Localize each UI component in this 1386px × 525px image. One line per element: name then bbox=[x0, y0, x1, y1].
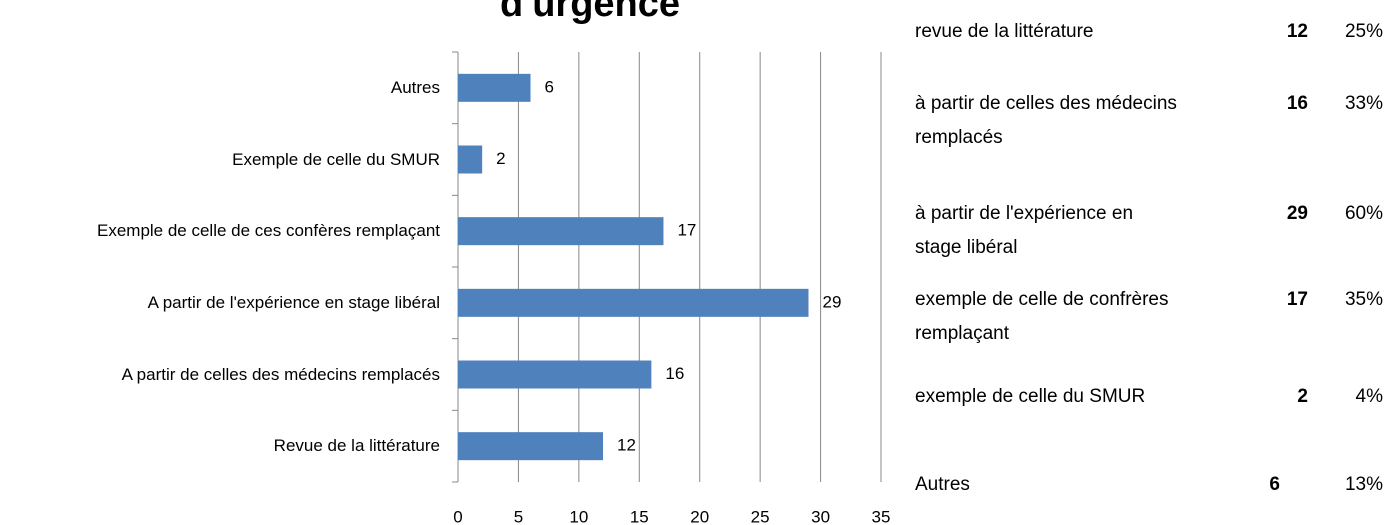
x-tick-label: 0 bbox=[453, 507, 462, 525]
data-label: 2 bbox=[496, 149, 505, 168]
y-tick-label-text: A partir de l'expérience en stage libéra… bbox=[147, 292, 440, 312]
y-tick-label: A partir de celles des médecins remplacé… bbox=[0, 361, 440, 389]
data-label: 12 bbox=[617, 436, 636, 455]
table-count: 6 bbox=[1269, 474, 1280, 495]
table-count: 17 bbox=[1286, 289, 1308, 310]
data-label: 6 bbox=[545, 77, 554, 96]
table-count: 16 bbox=[1286, 93, 1308, 114]
table-label: à partir de celles des médecins remplacé… bbox=[915, 93, 1177, 148]
y-tick-label: Revue de la littérature bbox=[0, 432, 440, 460]
data-label: 16 bbox=[665, 364, 684, 383]
table-percent: 4% bbox=[1355, 386, 1383, 407]
x-tick-label: 30 bbox=[811, 507, 830, 525]
bar bbox=[458, 360, 652, 389]
table-percent: 13% bbox=[1344, 474, 1383, 495]
x-tick-label: 20 bbox=[690, 507, 709, 525]
table-label: revue de la littérature bbox=[915, 21, 1094, 42]
x-tick-label: 10 bbox=[569, 507, 588, 525]
y-tick-label: Autres bbox=[0, 74, 440, 102]
y-tick-label-text: Revue de la littérature bbox=[273, 436, 440, 456]
table-label: exemple de celle de confrères remplaçant bbox=[915, 289, 1169, 344]
table-percent: 60% bbox=[1344, 203, 1383, 224]
table-percent: 35% bbox=[1344, 289, 1383, 310]
table-label: Autres bbox=[915, 474, 970, 495]
y-tick-label: A partir de l'expérience en stage libéra… bbox=[0, 289, 440, 317]
table-percent: 33% bbox=[1344, 93, 1383, 114]
table-count: 29 bbox=[1286, 203, 1308, 224]
y-tick-label-text: Autres bbox=[390, 77, 440, 97]
bar bbox=[458, 73, 531, 102]
chart-title: d'urgence bbox=[500, 0, 680, 25]
table-label: à partir de l'expérience en stage libéra… bbox=[915, 203, 1134, 258]
y-tick-label-text: A partir de celles des médecins remplacé… bbox=[121, 364, 440, 384]
bar bbox=[458, 217, 664, 246]
x-tick-label: 35 bbox=[872, 507, 891, 525]
bar bbox=[458, 145, 483, 174]
y-tick-label-text: Exemple de celle du SMUR bbox=[232, 149, 440, 169]
table-label: exemple de celle du SMUR bbox=[915, 386, 1146, 407]
data-label: 29 bbox=[822, 292, 841, 311]
bar bbox=[458, 432, 604, 461]
y-tick-label: Exemple de celle du SMUR bbox=[0, 146, 440, 174]
bar bbox=[458, 288, 809, 317]
x-tick-label: 5 bbox=[514, 507, 523, 525]
table-percent: 25% bbox=[1344, 21, 1383, 42]
y-tick-label: Exemple de celle de ces confères remplaç… bbox=[0, 217, 440, 245]
x-tick-label: 25 bbox=[751, 507, 770, 525]
table-count: 12 bbox=[1286, 21, 1308, 42]
x-tick-label: 15 bbox=[630, 507, 649, 525]
data-label: 17 bbox=[677, 221, 696, 240]
table-count: 2 bbox=[1297, 386, 1308, 407]
y-tick-label-text: Exemple de celle de ces confères remplaç… bbox=[96, 221, 440, 241]
